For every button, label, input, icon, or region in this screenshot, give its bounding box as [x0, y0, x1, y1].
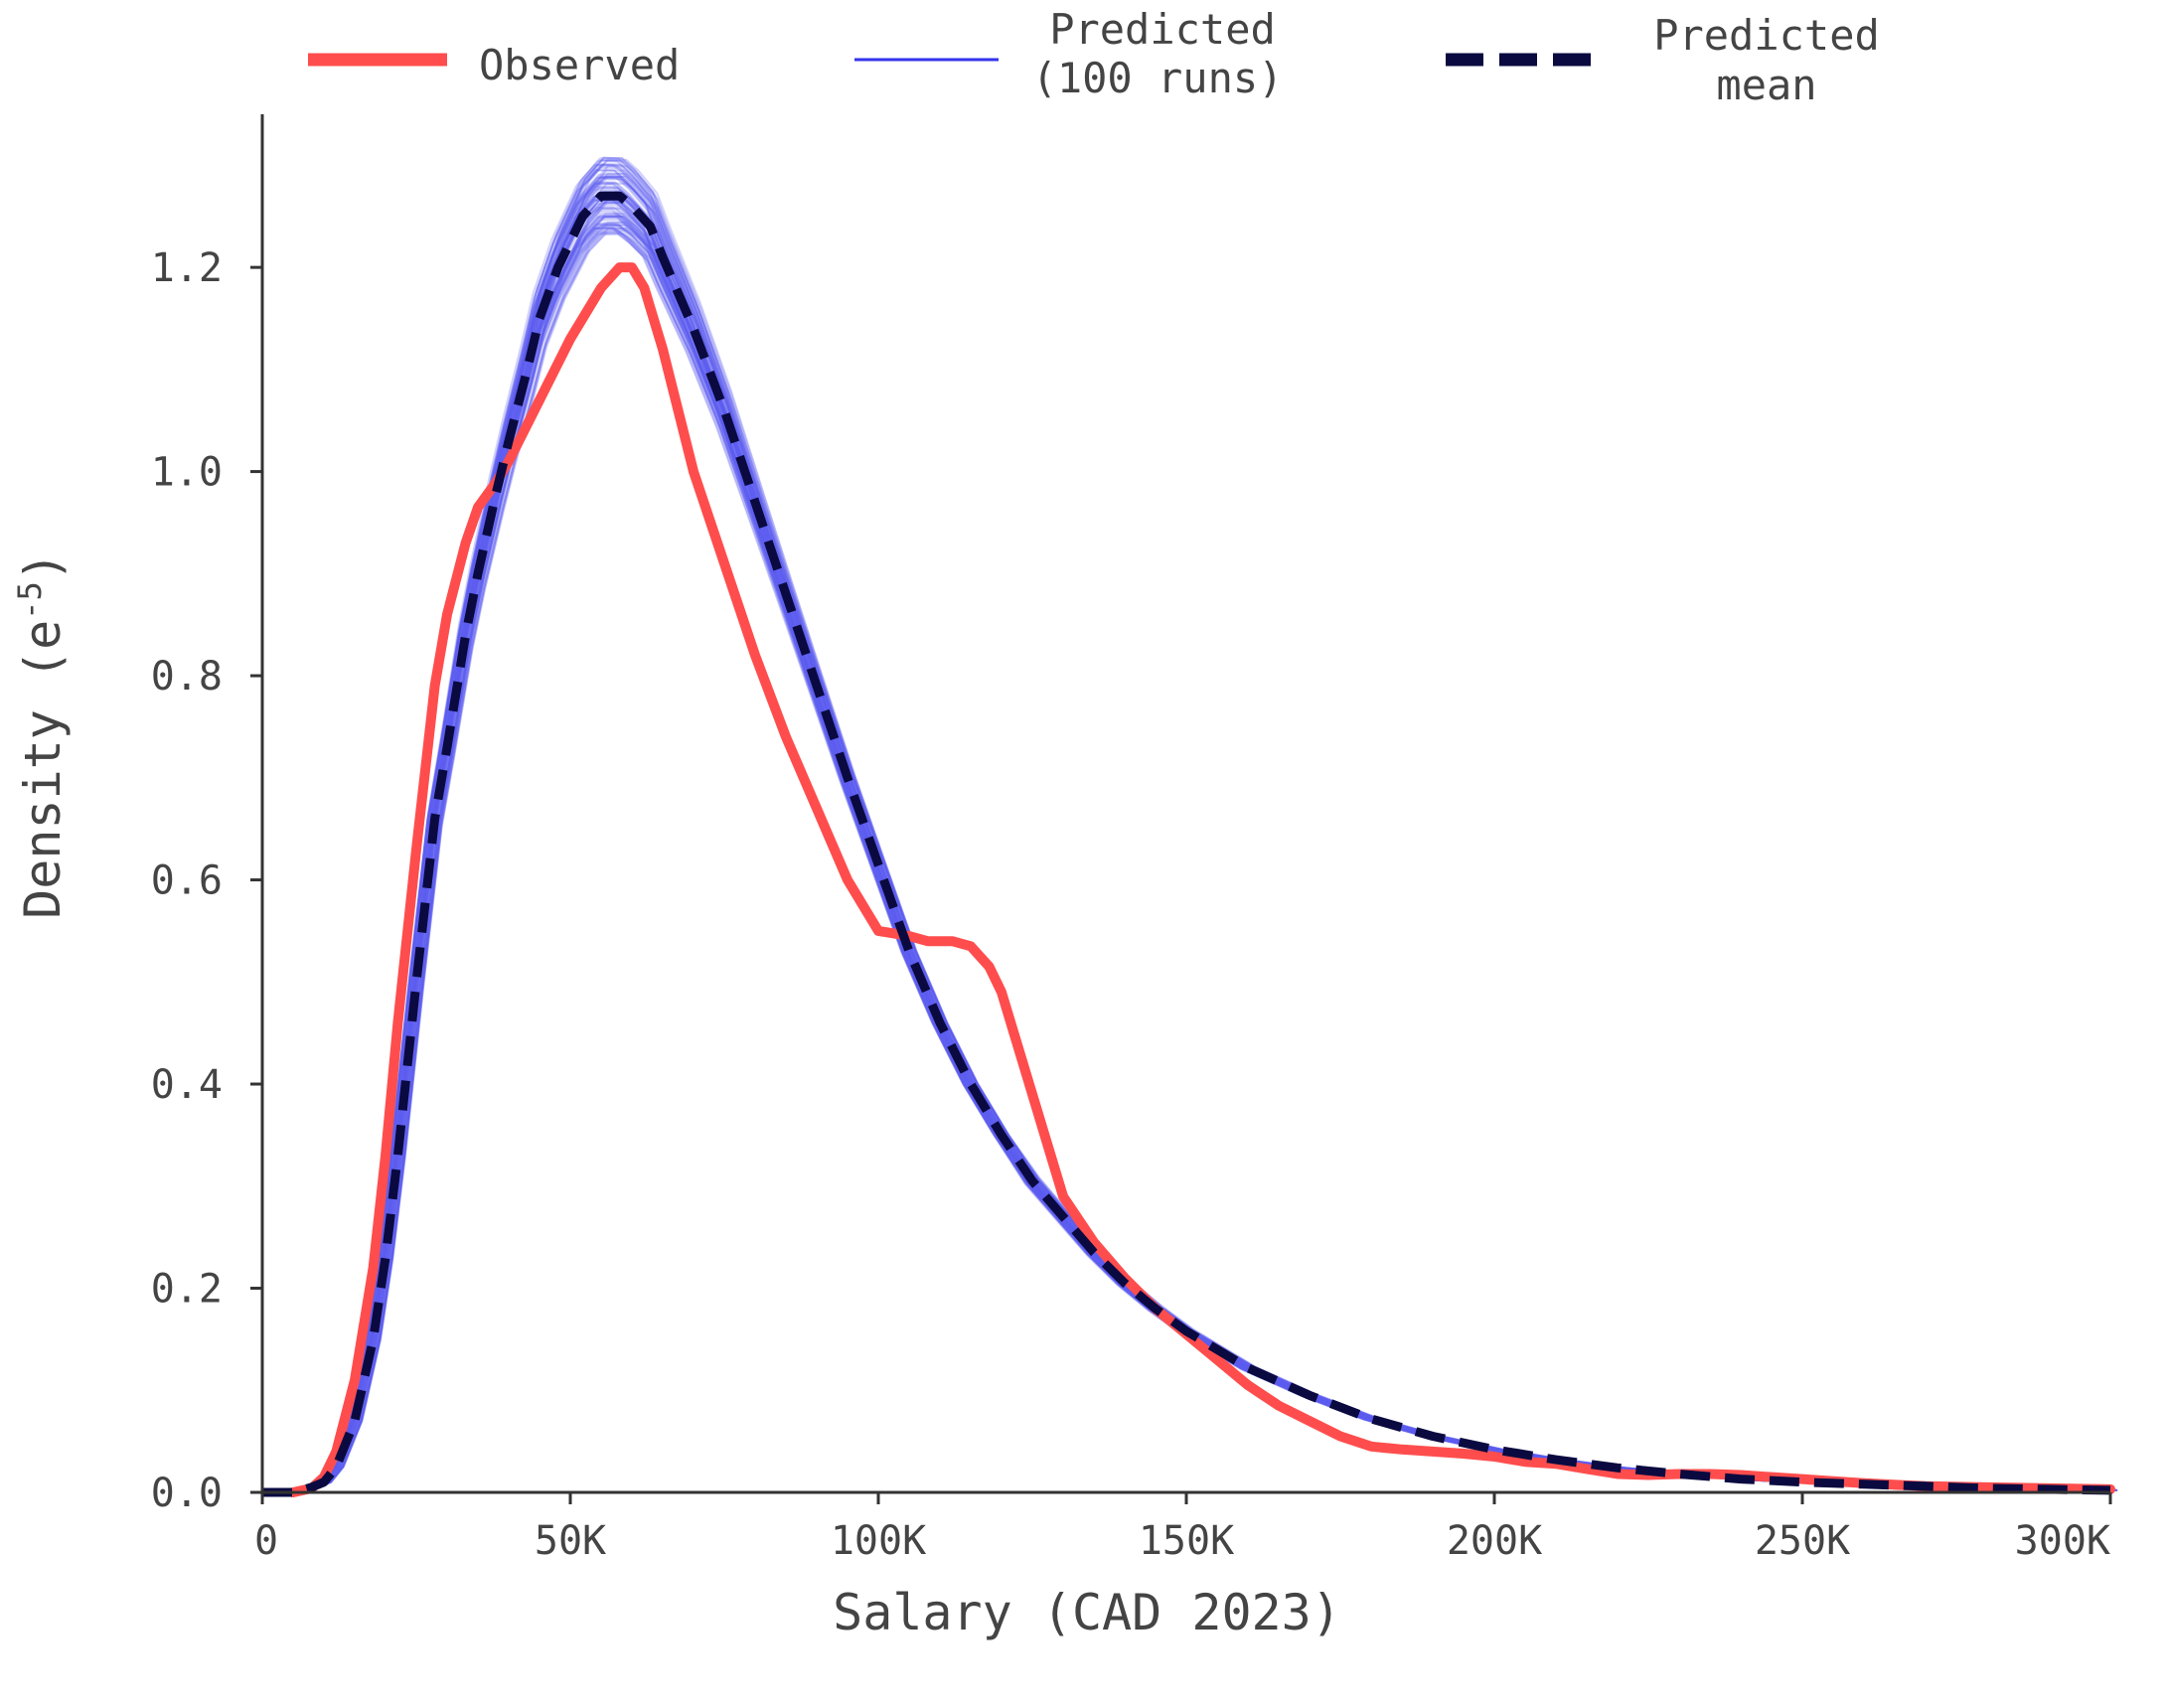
predicted-run-line — [264, 215, 2113, 1493]
predicted-mean-line — [262, 191, 2111, 1497]
predicted-run-line — [265, 172, 2114, 1493]
y-tick-label: 1.0 — [151, 450, 223, 496]
legend: Observed Predicted (100 runs) Predicted … — [308, 5, 1880, 109]
observed-line — [288, 262, 2115, 1497]
legend-label-predicted-runs-line1: Predicted — [1049, 5, 1276, 54]
y-tick-label: 1.2 — [151, 245, 223, 291]
y-tick-label: 0.2 — [151, 1267, 223, 1313]
y-axis-title-close: ) — [14, 551, 72, 581]
legend-label-predicted-mean-line2: mean — [1716, 61, 1816, 109]
predicted-run-line — [268, 172, 2117, 1493]
predicted-run-line — [265, 221, 2114, 1493]
x-tick-label: 200K — [1447, 1518, 1542, 1564]
predicted-run-line — [261, 224, 2110, 1493]
legend-label-observed: Observed — [479, 41, 680, 89]
predicted-run-line — [260, 224, 2109, 1493]
predicted-run-line — [264, 175, 2113, 1493]
plot-area — [254, 156, 2118, 1497]
predicted-run-line — [261, 225, 2110, 1493]
y-tick-label: 0.0 — [151, 1471, 223, 1516]
predicted-run-line — [268, 224, 2117, 1493]
x-tick-label: 50K — [535, 1518, 606, 1564]
y-axis-ticks: 0.0 0.2 0.4 0.6 0.8 1.0 1.2 — [151, 245, 262, 1516]
x-tick-label: 300K — [2015, 1518, 2110, 1564]
legend-label-predicted-runs-line2: (100 runs) — [1032, 54, 1284, 102]
y-axis-title: Density (e-5) — [11, 551, 72, 919]
y-axis-title-exponent: -5 — [11, 581, 49, 620]
y-tick-label: 0.4 — [151, 1062, 223, 1108]
predicted-run-line — [261, 190, 2110, 1493]
y-tick-label: 0.8 — [151, 654, 223, 699]
y-axis-title-main: Density (e — [14, 620, 72, 919]
predicted-run-line — [265, 215, 2114, 1493]
predicted-run-line — [266, 212, 2115, 1493]
x-tick-label: 250K — [1755, 1518, 1850, 1564]
predicted-run-line — [259, 229, 2108, 1493]
predicted-run-line — [266, 233, 2115, 1493]
predicted-run-line — [268, 175, 2117, 1493]
y-tick-label: 0.6 — [151, 858, 223, 904]
predicted-run-line — [269, 230, 2118, 1493]
predicted-run-line — [259, 232, 2108, 1493]
predicted-run-line — [268, 221, 2117, 1493]
x-axis-title: Salary (CAD 2023) — [833, 1584, 1341, 1641]
predicted-run-line — [261, 195, 2110, 1493]
predicted-run-line — [259, 233, 2108, 1493]
x-tick-label: 0 — [254, 1518, 278, 1564]
predicted-run-line — [265, 224, 2114, 1493]
predicted-run-line — [269, 164, 2118, 1493]
predicted-run-line — [264, 178, 2113, 1493]
x-tick-label: 100K — [831, 1518, 926, 1564]
x-tick-label: 150K — [1139, 1518, 1234, 1564]
predicted-run-line — [268, 227, 2117, 1493]
axes: 0 50K 100K 150K 200K 250K 300K 0.0 0.2 0.4 0.6 0.8… — [151, 114, 2112, 1564]
predicted-run-line — [266, 175, 2115, 1493]
x-axis-ticks: 0 50K 100K 150K 200K 250K 300K — [254, 1492, 2112, 1564]
legend-label-predicted-mean-line1: Predicted — [1653, 11, 1880, 60]
predicted-run-line — [262, 159, 2111, 1493]
predicted-run-line — [267, 169, 2116, 1493]
predicted-run-line — [265, 215, 2114, 1493]
predicted-run-line — [266, 160, 2115, 1493]
predicted-run-line — [268, 227, 2117, 1493]
predicted-run-line — [263, 177, 2112, 1493]
predicted-run-line — [268, 158, 2117, 1493]
predicted-run-line — [262, 231, 2111, 1493]
